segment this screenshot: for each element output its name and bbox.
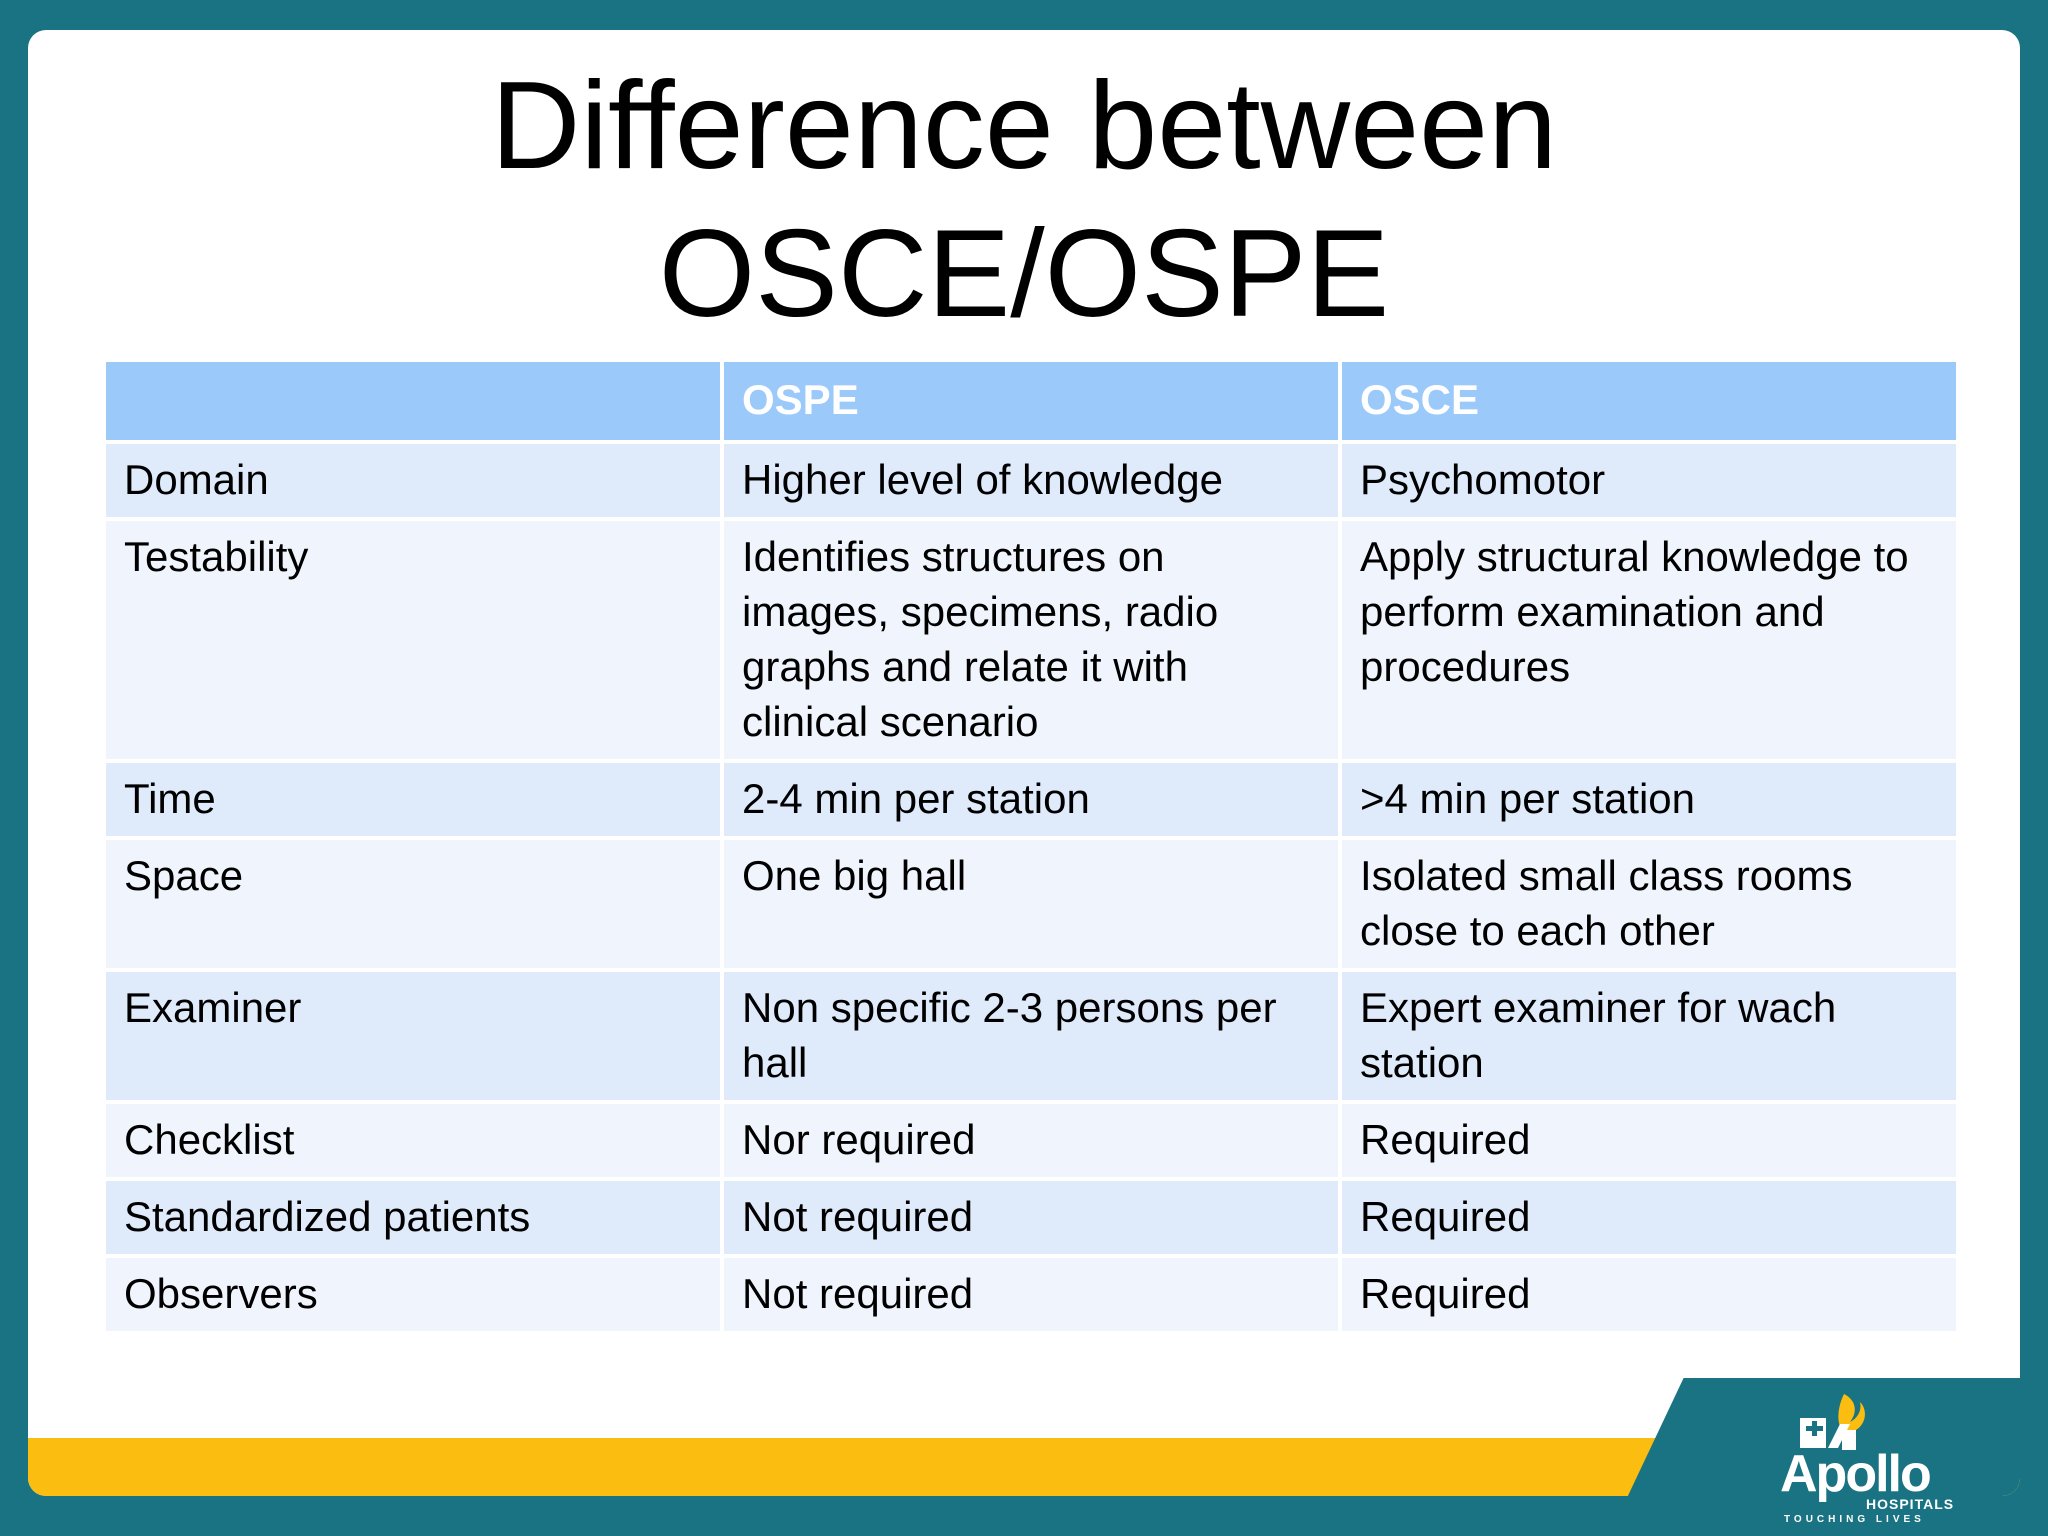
row-label: Examiner (106, 972, 720, 1100)
logo-subtitle: HOSPITALS (1866, 1496, 1955, 1512)
osce-cell: Apply structural knowledge to perform ex… (1342, 521, 1956, 759)
table-row: Testability Identifies structures on ima… (106, 521, 1956, 759)
logo-tagline: TOUCHING LIVES (1784, 1514, 1925, 1525)
osce-cell: Required (1342, 1181, 1956, 1254)
row-label: Checklist (106, 1104, 720, 1177)
header-cell-empty (106, 362, 720, 440)
osce-cell: Required (1342, 1104, 1956, 1177)
ospe-cell: Nor required (724, 1104, 1338, 1177)
row-label: Observers (106, 1258, 720, 1331)
osce-cell: Expert examiner for wach station (1342, 972, 1956, 1100)
logo-name: Apollo (1780, 1445, 1932, 1503)
title-line-1: Difference between (490, 57, 1558, 195)
ospe-cell: 2-4 min per station (724, 763, 1338, 836)
table-row: Examiner Non specific 2-3 persons per ha… (106, 972, 1956, 1100)
row-label: Domain (106, 444, 720, 517)
row-label: Testability (106, 521, 720, 759)
osce-cell: >4 min per station (1342, 763, 1956, 836)
table-row: Observers Not required Required (106, 1258, 1956, 1331)
ospe-cell: Not required (724, 1181, 1338, 1254)
row-label: Space (106, 840, 720, 968)
table-row: Time 2-4 min per station >4 min per stat… (106, 763, 1956, 836)
slide-title: Difference between OSCE/OSPE (0, 52, 2048, 348)
table-row: Checklist Nor required Required (106, 1104, 1956, 1177)
osce-cell: Psychomotor (1342, 444, 1956, 517)
ospe-cell: One big hall (724, 840, 1338, 968)
row-label: Time (106, 763, 720, 836)
apollo-torch-icon (1800, 1394, 1865, 1450)
osce-cell: Required (1342, 1258, 1956, 1331)
ospe-cell: Non specific 2-3 persons per hall (724, 972, 1338, 1100)
header-cell-ospe: OSPE (724, 362, 1338, 440)
title-line-2: OSCE/OSPE (658, 205, 1390, 343)
table-row: Space One big hall Isolated small class … (106, 840, 1956, 968)
comparison-table: OSPE OSCE Domain Higher level of knowled… (102, 358, 1960, 1335)
ospe-cell: Higher level of knowledge (724, 444, 1338, 517)
table-row: Standardized patients Not required Requi… (106, 1181, 1956, 1254)
table-header-row: OSPE OSCE (106, 362, 1956, 440)
osce-cell: Isolated small class rooms close to each… (1342, 840, 1956, 968)
table-row: Domain Higher level of knowledge Psychom… (106, 444, 1956, 517)
ospe-cell: Not required (724, 1258, 1338, 1331)
header-cell-osce: OSCE (1342, 362, 1956, 440)
ospe-cell: Identifies structures on images, specime… (724, 521, 1338, 759)
row-label: Standardized patients (106, 1181, 720, 1254)
